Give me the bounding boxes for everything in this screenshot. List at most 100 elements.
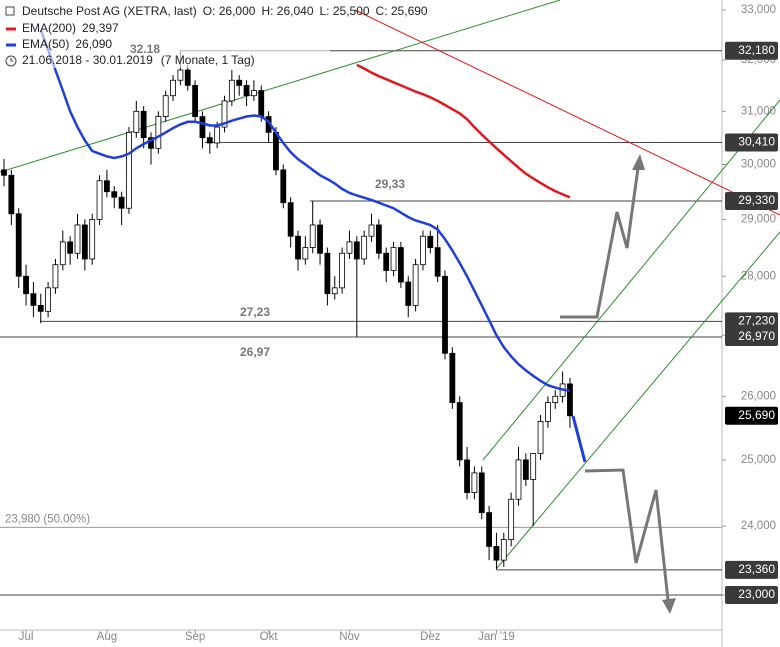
candle-body xyxy=(8,174,15,215)
candle-body xyxy=(522,459,529,480)
candle-body xyxy=(287,202,294,237)
candle-body xyxy=(420,235,426,266)
candle-body xyxy=(508,498,515,540)
level-label: 25,690 xyxy=(738,408,775,422)
x-tick-label: Nov xyxy=(339,631,360,643)
x-tick-label: Jan '19 xyxy=(478,631,515,643)
x-tick-label: Dez xyxy=(420,631,441,643)
candle-body xyxy=(23,275,29,295)
quote: C: 25,690 xyxy=(376,4,428,18)
candle-body xyxy=(214,126,221,144)
candle-body xyxy=(339,252,346,289)
level-label: 26,970 xyxy=(738,329,775,343)
candle-body xyxy=(390,247,397,271)
channel-line xyxy=(482,99,780,461)
quote: H: 26,040 xyxy=(261,4,313,18)
candle-body xyxy=(206,137,213,144)
y-tick-label: 33,000 xyxy=(741,4,776,16)
level-box xyxy=(725,586,778,604)
candle-body xyxy=(383,252,390,271)
period: (7 Monate, 1 Tag) xyxy=(161,53,255,67)
y-tick-label: 28,000 xyxy=(741,270,776,282)
projection-up xyxy=(560,167,640,319)
legend-name: EMA(200) xyxy=(22,21,76,35)
marks-layer xyxy=(1,29,573,570)
candle-body xyxy=(273,131,279,171)
candle-body xyxy=(449,352,456,403)
candle-body xyxy=(361,235,368,260)
candle-body xyxy=(346,241,353,254)
candle-body xyxy=(192,84,199,117)
x-tick-label: Jul xyxy=(19,631,34,643)
level-box xyxy=(725,133,778,152)
quote: L: 25,500 xyxy=(320,4,370,18)
candle-body xyxy=(324,252,331,295)
legend-value: 29,397 xyxy=(82,21,119,35)
legend-title: Deutsche Post AG (XETRA, last) O: 26,000 H… xyxy=(22,4,428,18)
candle-body xyxy=(317,224,323,254)
legend-bg xyxy=(0,0,330,68)
y-tick-label: 25,000 xyxy=(741,454,776,466)
candle-body xyxy=(434,247,441,277)
candle-body xyxy=(302,247,309,260)
channel-line xyxy=(496,231,780,569)
candle-body xyxy=(30,293,37,306)
x-tick-label: Okt xyxy=(260,631,279,643)
candle-body xyxy=(177,69,184,81)
level-box xyxy=(725,327,778,346)
candle-body xyxy=(96,180,103,220)
candle-body xyxy=(280,169,287,204)
y-tick-label: 30,000 xyxy=(741,158,776,170)
level-label: 23,360 xyxy=(738,562,775,576)
level-label: 29,330 xyxy=(738,193,775,207)
level-box xyxy=(725,41,778,60)
clock-hands xyxy=(10,58,13,62)
candle-body xyxy=(228,79,235,102)
annotation: 26,97 xyxy=(240,345,270,359)
candle-body xyxy=(500,539,507,561)
candle-body xyxy=(126,131,132,209)
candle-body xyxy=(478,472,485,513)
legend-icon xyxy=(5,6,15,16)
level-box xyxy=(725,406,778,425)
candle-body xyxy=(331,287,338,295)
x-tick-label: Aug xyxy=(97,631,117,643)
candle-body xyxy=(537,421,544,454)
legend-entry: EMA(50) 26,090 xyxy=(22,37,112,51)
candle-body xyxy=(81,224,88,260)
candle-body xyxy=(464,459,470,494)
candle-body xyxy=(258,90,265,117)
annotation: 27,23 xyxy=(240,305,270,319)
candle-body xyxy=(412,264,419,306)
level-box xyxy=(725,192,778,211)
x-tick-label: Sep xyxy=(185,631,205,643)
arrow-head xyxy=(662,598,676,614)
level-label: 27,230 xyxy=(738,314,775,328)
series-line xyxy=(356,63,571,199)
candle-body xyxy=(184,69,191,86)
candle-body xyxy=(309,224,316,248)
legend-value: 26,090 xyxy=(75,37,112,51)
candle-body xyxy=(236,79,243,86)
level-label: 30,410 xyxy=(738,135,775,149)
candle-body xyxy=(471,472,478,494)
candle-body xyxy=(530,453,537,480)
quote: O: 26,000 xyxy=(203,4,256,18)
candle-body xyxy=(243,84,250,97)
trend-line xyxy=(354,9,780,216)
arrow-head xyxy=(632,154,645,170)
instrument: Deutsche Post AG (XETRA, last) xyxy=(22,4,197,18)
candle-body xyxy=(1,169,7,176)
date-range: 21.06.2018 - 30.01.2019 (7 Monate, 1 Tag) xyxy=(22,53,255,67)
candle-body xyxy=(15,213,22,277)
candle-body xyxy=(170,79,176,97)
candle-body xyxy=(486,512,493,547)
candle-body xyxy=(353,241,360,260)
trend-line xyxy=(0,0,561,173)
annotation: 32.18 xyxy=(130,42,160,56)
candle-body xyxy=(199,116,206,139)
level-label: 23,000 xyxy=(738,587,775,601)
